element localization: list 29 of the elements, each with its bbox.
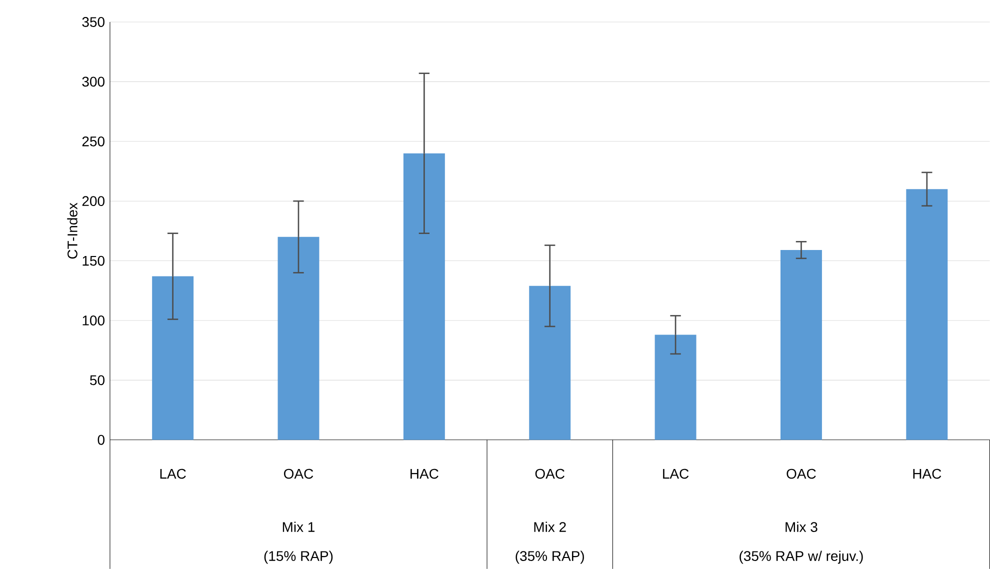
x-tick-label: HAC: [913, 468, 942, 479]
bar: [278, 236, 320, 440]
y-tick-label: 50: [90, 375, 104, 386]
y-tick-label: 100: [82, 315, 104, 326]
x-tick-label: LAC: [663, 468, 689, 479]
text: Mix 2: [534, 522, 566, 532]
y-tick-label: 250: [82, 136, 104, 146]
bar: [529, 286, 571, 440]
x-tick-label: OAC: [535, 468, 564, 479]
x-tick-label: OAC: [786, 468, 816, 479]
text: Mix 3: [786, 522, 818, 532]
x-tick-label: OAC: [284, 468, 314, 479]
y-tick-label: 350: [82, 16, 104, 27]
bar: [906, 189, 948, 440]
bar: [152, 276, 194, 440]
text: (35% RAP w/ rejuv.): [740, 550, 863, 564]
x-tick-label: LAC: [160, 468, 186, 479]
text: (15% RAP): [264, 550, 333, 564]
text: Mix 1: [282, 522, 315, 532]
y-tick-label: 150: [82, 256, 104, 266]
text: (35% RAP): [516, 550, 584, 564]
y-tick-label: 200: [82, 196, 104, 206]
y-tick-label: 0: [98, 434, 104, 445]
y-tick-label: 300: [82, 76, 104, 87]
bar: [403, 153, 445, 440]
bar: [780, 250, 822, 440]
y-axis-title: CT-Index: [67, 202, 78, 259]
x-tick-label: HAC: [410, 468, 438, 479]
bar: [654, 334, 696, 440]
